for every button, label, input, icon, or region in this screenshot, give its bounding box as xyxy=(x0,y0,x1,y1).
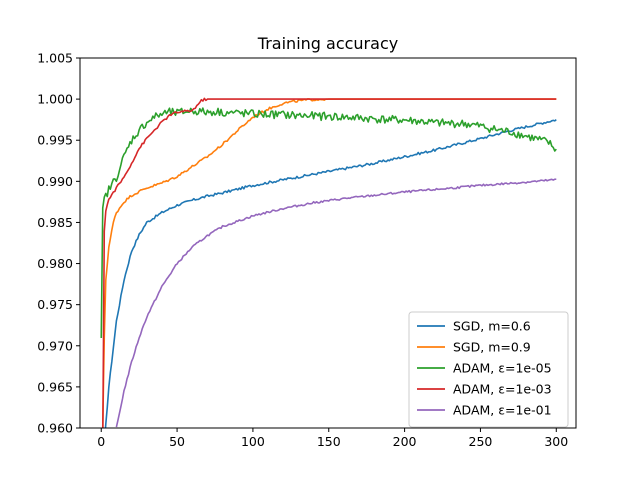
x-tick-label: 0 xyxy=(97,434,105,449)
chart-title: Training accuracy xyxy=(257,34,398,53)
legend-label: ADAM, ε=1e-05 xyxy=(453,361,552,376)
legend: SGD, m=0.6 SGD, m=0.9 ADAM, ε=1e-05 ADAM, ε… xyxy=(408,311,569,428)
y-tick-label: 0.960 xyxy=(37,421,73,436)
legend-label: ADAM, ε=1e-01 xyxy=(453,403,552,418)
y-tick-label: 0.975 xyxy=(37,297,73,312)
x-tick-label: 50 xyxy=(169,434,185,449)
x-tick-label: 300 xyxy=(544,434,568,449)
y-tick-label: 0.995 xyxy=(37,133,73,148)
series-line xyxy=(100,107,557,339)
x-tick-label: 200 xyxy=(393,434,417,449)
series-line xyxy=(104,118,557,428)
y-tick-label: 0.980 xyxy=(37,256,73,271)
legend-label: SGD, m=0.6 xyxy=(453,319,531,334)
x-axis: 0 50 100 150 200 250 300 xyxy=(97,428,568,449)
series-line xyxy=(115,178,557,428)
y-tick-label: 0.970 xyxy=(37,338,73,353)
series-line xyxy=(102,97,557,428)
series-layer xyxy=(100,97,557,428)
y-tick-label: 0.990 xyxy=(37,174,73,189)
y-tick-label: 1.005 xyxy=(37,51,73,66)
legend-box xyxy=(408,311,569,428)
legend-label: ADAM, ε=1e-03 xyxy=(453,382,552,397)
y-tick-label: 0.965 xyxy=(37,379,73,394)
x-tick-label: 100 xyxy=(241,434,265,449)
y-tick-label: 0.985 xyxy=(37,215,73,230)
y-axis: 0.960 0.965 0.970 0.975 0.980 0.985 0.990 0.995… xyxy=(37,51,80,436)
legend-label: SGD, m=0.9 xyxy=(453,340,531,355)
plot-frame xyxy=(79,57,577,429)
x-tick-label: 150 xyxy=(317,434,341,449)
y-tick-label: 1.000 xyxy=(37,92,73,107)
x-tick-label: 250 xyxy=(469,434,493,449)
